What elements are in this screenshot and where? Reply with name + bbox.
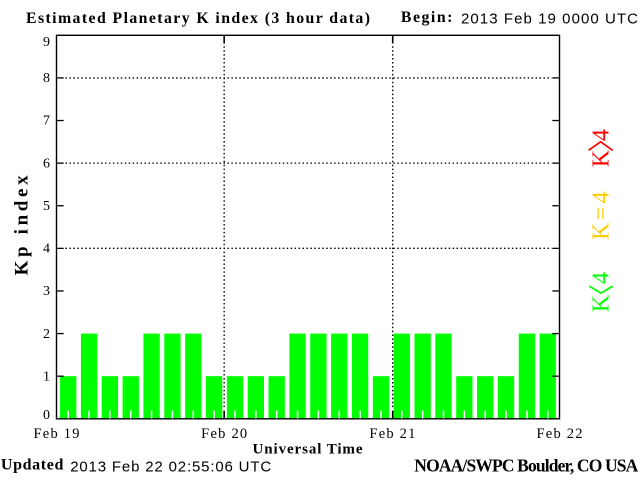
svg-text:6: 6 [43,156,50,171]
svg-text:2013 Feb 19 0000 UTC: 2013 Feb 19 0000 UTC [461,10,638,27]
svg-text:3: 3 [43,284,50,299]
svg-text:Estimated Planetary K index (3: Estimated Planetary K index (3 hour data… [26,10,370,27]
svg-text:0: 0 [43,408,50,423]
svg-text:9: 9 [43,35,50,50]
svg-text:Feb 20: Feb 20 [201,426,247,442]
svg-text:Updated: Updated [1,457,64,474]
svg-text:Feb 19: Feb 19 [34,426,80,442]
svg-text:Begin:: Begin: [401,9,453,26]
svg-text:4: 4 [43,242,50,257]
svg-text:7: 7 [43,114,50,129]
svg-text:5: 5 [43,199,50,214]
svg-text:4: 4 [589,272,615,284]
svg-text:8: 8 [43,71,50,86]
svg-text:K: K [589,294,615,312]
svg-text:2: 2 [43,327,50,342]
svg-text:Feb 21: Feb 21 [369,426,415,442]
svg-text:Feb 22: Feb 22 [537,426,583,442]
svg-text:=: = [589,207,615,221]
svg-text:4: 4 [589,129,615,141]
svg-text:Universal Time: Universal Time [253,441,363,457]
svg-text:NOAA/SWPC Boulder, CO USA: NOAA/SWPC Boulder, CO USA [414,455,638,475]
svg-text:K: K [589,222,615,240]
svg-text:4: 4 [589,191,615,203]
svg-text:1: 1 [43,369,50,384]
svg-text:K: K [589,149,615,167]
svg-text:2013 Feb 22 02:55:06 UTC: 2013 Feb 22 02:55:06 UTC [70,458,271,475]
